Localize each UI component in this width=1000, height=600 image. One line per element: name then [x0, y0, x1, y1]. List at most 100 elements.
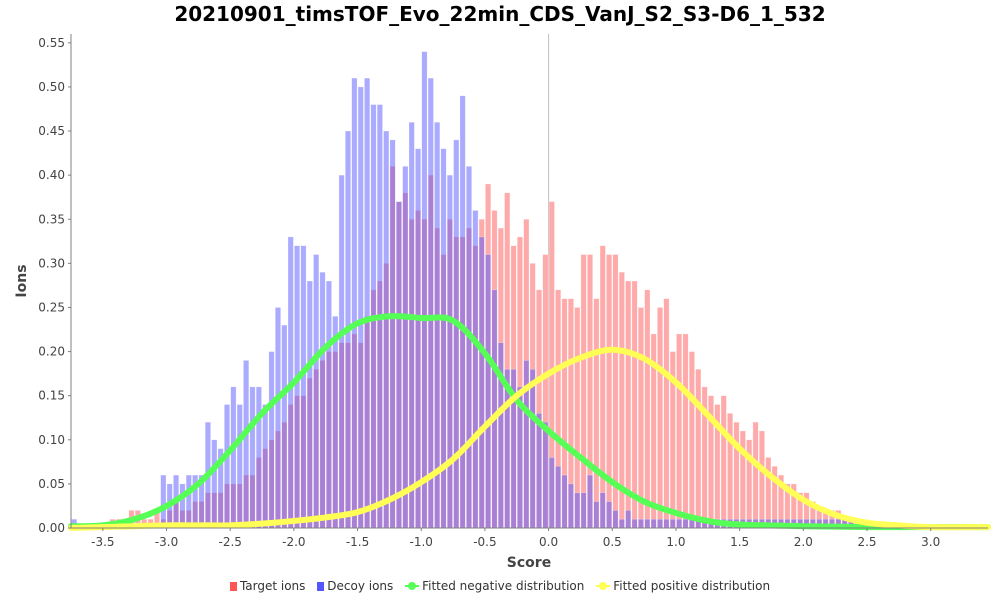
target-ions-bar: [606, 254, 613, 529]
target-ions-bar: [638, 307, 644, 529]
decoy-ions-bar: [294, 245, 301, 529]
decoy-ions-bar: [408, 121, 415, 529]
legend-fitted-negative-label: Fitted negative distribution: [422, 579, 585, 593]
x-tick-label: 0.5: [603, 535, 622, 549]
decoy-ions-bar: [389, 139, 396, 529]
decoy-ions-bar: [319, 271, 326, 529]
decoy-ions-bar: [669, 518, 676, 529]
x-tick-label: -3.0: [155, 535, 178, 549]
decoy-ions-bar: [682, 518, 689, 529]
target-ions-bar: [663, 298, 670, 529]
decoy-ions-bar: [555, 466, 562, 529]
decoy-ions-bar: [561, 474, 568, 529]
decoy-ions-bar: [599, 492, 606, 529]
target-ions-bar: [759, 430, 765, 529]
decoy-ions-bar: [243, 360, 250, 529]
decoy-ions-bar: [230, 386, 237, 529]
target-ions-bar: [676, 333, 683, 529]
legend: Target ions Decoy ions Fitted negative d…: [0, 579, 1000, 593]
chart-title: 20210901_timsTOF_Evo_22min_CDS_VanJ_S2_S…: [174, 2, 826, 26]
decoy-ions-bar: [224, 404, 230, 529]
fitted-positive-distribution-line: [68, 346, 991, 531]
legend-decoy-label: Decoy ions: [327, 579, 394, 593]
x-tick-label: 2.0: [794, 535, 813, 549]
decoy-ions-bar: [281, 324, 288, 529]
decoy-ions-bar: [306, 280, 313, 529]
target-ions-bar: [695, 368, 702, 529]
decoy-ions-bar: [548, 457, 555, 529]
x-tick-label: 1.0: [666, 535, 685, 549]
y-tick-label: 0.50: [38, 80, 65, 94]
decoy-ions-bar: [446, 174, 453, 529]
y-tick-label: 0.25: [38, 300, 65, 314]
decoy-ions-bar: [332, 316, 339, 529]
decoy-ions-bar: [421, 51, 428, 529]
decoy-ions-bar: [459, 95, 466, 529]
decoy-ions-bar: [587, 474, 593, 529]
decoy-ions-bar: [351, 77, 358, 529]
decoy-ions-bar: [580, 492, 587, 529]
decoy-ions-bar: [574, 492, 581, 529]
target-ions-bar: [682, 333, 689, 529]
decoy-ions-bar: [415, 148, 422, 529]
target-ions-bar: [765, 457, 772, 529]
yellow-line-marker-icon: [596, 581, 611, 591]
target-ions-bar: [733, 421, 740, 529]
decoy-ions-bar: [364, 77, 371, 529]
legend-item-target: Target ions: [229, 579, 305, 593]
decoy-ions-bar: [160, 474, 167, 529]
y-tick-label: 0.05: [38, 477, 65, 491]
green-line-marker-icon: [405, 581, 420, 591]
decoy-ions-bar: [466, 166, 472, 529]
legend-item-fitted-positive: Fitted positive distribution: [596, 579, 770, 593]
decoy-ions-bar: [638, 518, 644, 529]
decoy-ions-bar: [338, 174, 345, 529]
decoy-ions-bar: [491, 289, 498, 529]
x-tick-label: -3.5: [91, 535, 114, 549]
decoy-ions-bar: [663, 518, 670, 529]
decoy-ions-bar: [262, 404, 269, 529]
decoy-ions-bar: [185, 474, 192, 529]
decoy-ions-bar: [631, 518, 638, 529]
y-tick-label: 0.00: [38, 521, 65, 535]
decoy-ions-bar: [313, 254, 320, 529]
decoy-ions-bar: [236, 404, 243, 529]
decoy-ions-bar: [612, 510, 619, 529]
y-tick-label: 0.45: [38, 124, 65, 138]
decoy-ions-bar: [427, 77, 434, 529]
fitted-curves: [68, 313, 991, 531]
decoy-ions-bar: [567, 483, 574, 529]
y-tick-label: 0.30: [38, 256, 65, 270]
decoy-ions-bar: [300, 245, 307, 529]
decoy-ions-bar: [650, 518, 657, 529]
decoy-ions-bar: [211, 439, 218, 529]
decoy-ions-bar: [536, 413, 542, 529]
target-ions-bar: [657, 307, 663, 529]
target-ions-bar: [720, 395, 727, 529]
target-ions-bar: [580, 254, 587, 529]
decoy-ions-bar: [625, 510, 632, 529]
x-tick-label: -2.0: [282, 535, 305, 549]
target-swatch-icon: [229, 582, 237, 591]
legend-item-fitted-negative: Fitted negative distribution: [405, 579, 584, 593]
x-tick-label: 3.0: [921, 535, 940, 549]
target-ions-bar: [599, 245, 606, 529]
decoy-ions-bar: [472, 210, 479, 529]
decoy-ions-bar: [453, 139, 460, 529]
y-tick-label: 0.55: [38, 36, 65, 50]
x-tick-label: -2.5: [218, 535, 241, 549]
decoy-ions-bar: [396, 201, 402, 529]
y-axis-label: Ions: [14, 264, 30, 297]
target-ions-bar: [593, 298, 600, 529]
y-tick-label: 0.10: [38, 433, 65, 447]
fitted-negative-distribution-line: [68, 313, 991, 531]
x-tick-label: 2.5: [857, 535, 876, 549]
decoy-ions-bar: [657, 518, 663, 529]
decoy-ions-bar: [357, 86, 364, 529]
target-ions-bar: [688, 351, 695, 529]
decoy-ions-bar: [618, 518, 625, 529]
y-tick-label: 0.20: [38, 345, 65, 359]
x-tick-label: 1.5: [730, 535, 749, 549]
decoy-ions-bar: [529, 368, 536, 529]
decoy-ions-bar: [179, 483, 186, 529]
